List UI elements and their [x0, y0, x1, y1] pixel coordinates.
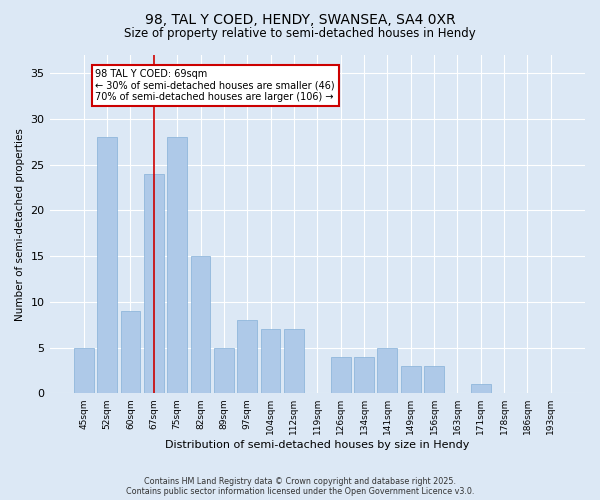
Y-axis label: Number of semi-detached properties: Number of semi-detached properties	[15, 128, 25, 320]
Bar	[260, 329, 280, 393]
Text: Size of property relative to semi-detached houses in Hendy: Size of property relative to semi-detach…	[124, 28, 476, 40]
Bar	[191, 256, 211, 393]
Bar	[424, 366, 444, 393]
Bar	[238, 320, 257, 393]
Bar	[97, 138, 117, 393]
Bar	[167, 138, 187, 393]
Bar	[377, 348, 397, 393]
Bar	[144, 174, 164, 393]
Bar	[121, 311, 140, 393]
Bar	[74, 348, 94, 393]
Text: 98, TAL Y COED, HENDY, SWANSEA, SA4 0XR: 98, TAL Y COED, HENDY, SWANSEA, SA4 0XR	[145, 12, 455, 26]
Bar	[331, 356, 350, 393]
Bar	[471, 384, 491, 393]
Bar	[284, 329, 304, 393]
Bar	[354, 356, 374, 393]
Text: 98 TAL Y COED: 69sqm
← 30% of semi-detached houses are smaller (46)
70% of semi-: 98 TAL Y COED: 69sqm ← 30% of semi-detac…	[95, 68, 335, 102]
X-axis label: Distribution of semi-detached houses by size in Hendy: Distribution of semi-detached houses by …	[165, 440, 469, 450]
Bar	[401, 366, 421, 393]
Text: Contains HM Land Registry data © Crown copyright and database right 2025.
Contai: Contains HM Land Registry data © Crown c…	[126, 476, 474, 496]
Bar	[214, 348, 234, 393]
